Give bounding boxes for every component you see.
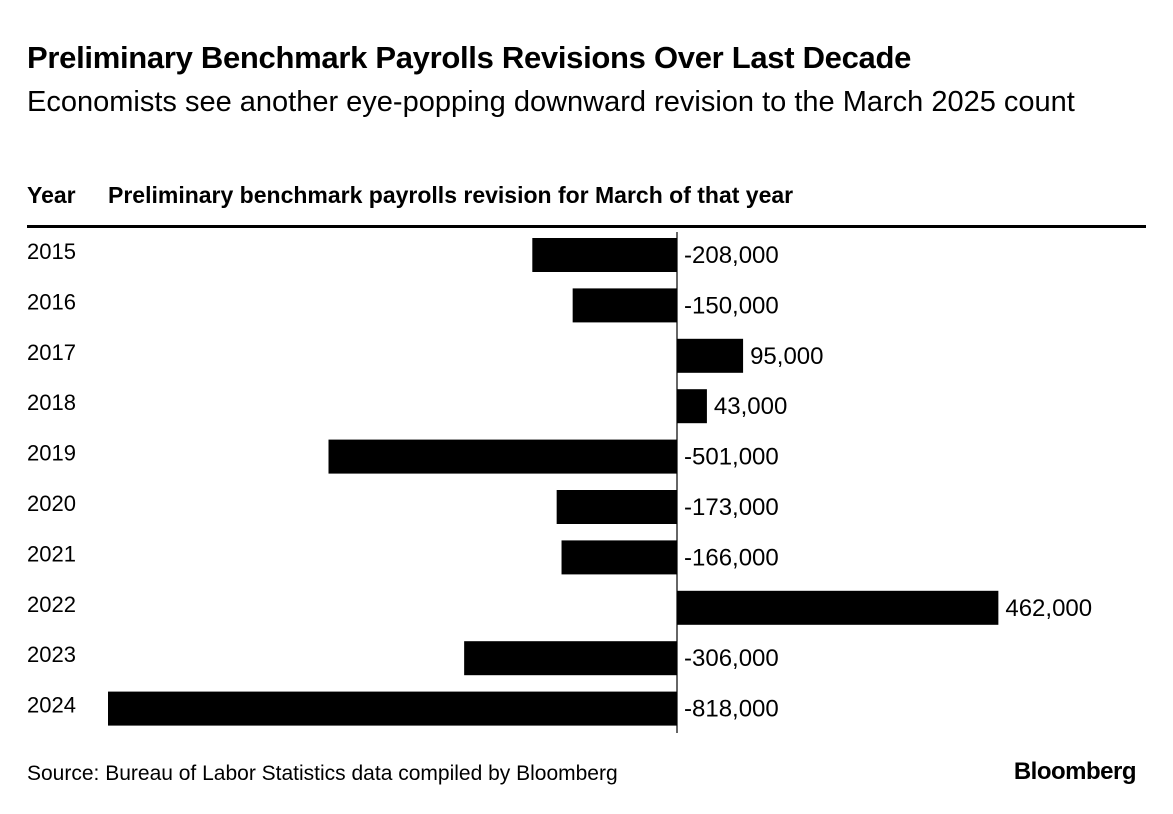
year-label-2016: 2016 xyxy=(27,289,76,314)
year-label-2022: 2022 xyxy=(27,592,76,617)
value-label-2021: -166,000 xyxy=(684,544,779,571)
bloomberg-logo: Bloomberg xyxy=(1013,758,1137,785)
value-label-2019: -501,000 xyxy=(684,444,779,471)
bar-2020 xyxy=(556,490,677,524)
bar-2021 xyxy=(561,540,677,575)
year-label-2018: 2018 xyxy=(27,390,76,415)
header-rule xyxy=(27,225,1146,228)
bar-2024 xyxy=(108,691,677,726)
value-label-2023: -306,000 xyxy=(684,645,779,672)
value-label-2020: -173,000 xyxy=(684,494,779,521)
bar-2023 xyxy=(464,641,677,676)
value-label-2024: -818,000 xyxy=(684,696,779,723)
value-label-2018: 43,000 xyxy=(714,393,787,420)
year-label-2024: 2024 xyxy=(27,693,76,718)
year-label-2019: 2019 xyxy=(27,441,76,466)
value-label-2016: -150,000 xyxy=(684,292,779,319)
bar-2017 xyxy=(677,338,744,373)
year-column-header: Year xyxy=(27,182,76,208)
bar-2016 xyxy=(572,288,677,323)
bar-2022 xyxy=(677,590,999,625)
year-label-2021: 2021 xyxy=(27,541,76,566)
year-label-2020: 2020 xyxy=(27,491,76,516)
year-label-2023: 2023 xyxy=(27,642,76,667)
bar-2015 xyxy=(532,238,677,272)
year-label-2015: 2015 xyxy=(27,239,76,264)
chart-title: Preliminary Benchmark Payrolls Revisions… xyxy=(27,40,912,75)
value-label-2015: -208,000 xyxy=(684,242,779,269)
source-note: Source: Bureau of Labor Statistics data … xyxy=(27,762,618,785)
bar-2019 xyxy=(328,439,677,474)
chart-subtitle: Economists see another eye-popping downw… xyxy=(27,86,1075,118)
value-label-2022: 462,000 xyxy=(1005,595,1092,622)
revision-column-header: Preliminary benchmark payrolls revision … xyxy=(108,182,794,208)
year-label-2017: 2017 xyxy=(27,340,76,365)
bar-2018 xyxy=(677,389,707,424)
value-label-2017: 95,000 xyxy=(750,343,823,370)
